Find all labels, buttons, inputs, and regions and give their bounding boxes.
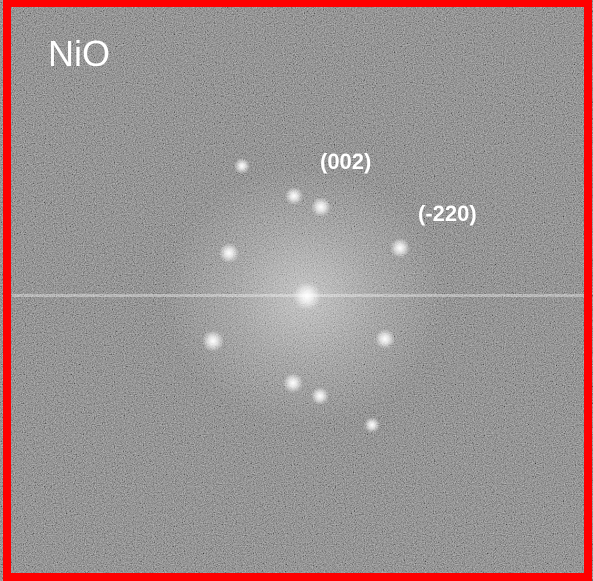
spot xyxy=(285,187,303,205)
spot xyxy=(234,158,250,174)
spot xyxy=(219,243,239,263)
fft-figure: NiO (002) (-220) xyxy=(0,0,593,581)
annotation: (002) xyxy=(320,149,371,174)
spot xyxy=(202,330,224,352)
spot xyxy=(293,282,321,310)
material-label: NiO xyxy=(48,33,110,74)
spot xyxy=(364,417,380,433)
spot xyxy=(283,373,303,393)
annotation: (-220) xyxy=(418,201,477,226)
spot xyxy=(311,197,331,217)
spot xyxy=(311,387,329,405)
spot xyxy=(390,238,410,258)
spot xyxy=(375,329,395,349)
